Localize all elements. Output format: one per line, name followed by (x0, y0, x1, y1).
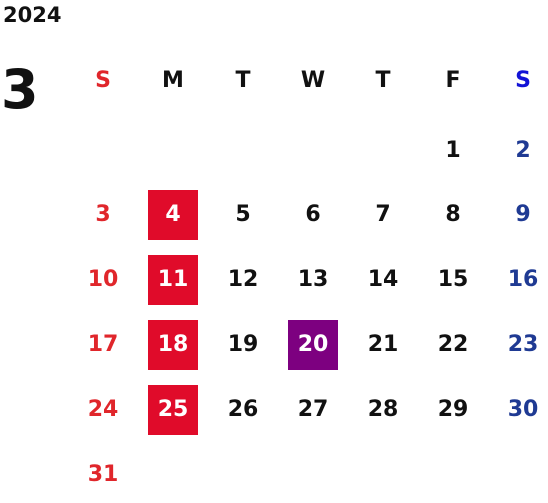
day-30[interactable]: 30 (507, 397, 539, 422)
day-4[interactable]: 4 (148, 190, 198, 240)
day-21[interactable]: 21 (367, 332, 399, 357)
day-11[interactable]: 11 (148, 255, 198, 305)
day-19[interactable]: 19 (227, 332, 259, 357)
day-22[interactable]: 22 (437, 332, 469, 357)
weekday-fri: F (445, 68, 461, 93)
day-1[interactable]: 1 (445, 138, 461, 163)
day-28[interactable]: 28 (367, 397, 399, 422)
day-27[interactable]: 27 (297, 397, 329, 422)
day-15[interactable]: 15 (437, 267, 469, 292)
weekday-sun: S (95, 68, 111, 93)
day-18[interactable]: 18 (148, 320, 198, 370)
weekday-sat: S (515, 68, 531, 93)
day-20[interactable]: 20 (288, 320, 338, 370)
day-9[interactable]: 9 (515, 202, 531, 227)
weekday-mon: M (162, 68, 184, 93)
day-3[interactable]: 3 (95, 202, 111, 227)
weekday-wed: W (300, 68, 326, 93)
day-13[interactable]: 13 (297, 267, 329, 292)
month-number: 3 (1, 58, 39, 121)
day-10[interactable]: 10 (87, 267, 119, 292)
day-5[interactable]: 5 (235, 202, 251, 227)
day-8[interactable]: 8 (445, 202, 461, 227)
day-12[interactable]: 12 (227, 267, 259, 292)
day-2[interactable]: 2 (515, 138, 531, 163)
year-label: 2024 (3, 3, 62, 27)
day-23[interactable]: 23 (507, 332, 539, 357)
day-24[interactable]: 24 (87, 397, 119, 422)
weekday-thu: T (375, 68, 391, 93)
day-31[interactable]: 31 (87, 462, 119, 487)
day-14[interactable]: 14 (367, 267, 399, 292)
day-7[interactable]: 7 (375, 202, 391, 227)
day-6[interactable]: 6 (305, 202, 321, 227)
day-16[interactable]: 16 (507, 267, 539, 292)
day-26[interactable]: 26 (227, 397, 259, 422)
weekday-tue: T (235, 68, 251, 93)
day-29[interactable]: 29 (437, 397, 469, 422)
day-25[interactable]: 25 (148, 385, 198, 435)
day-17[interactable]: 17 (87, 332, 119, 357)
